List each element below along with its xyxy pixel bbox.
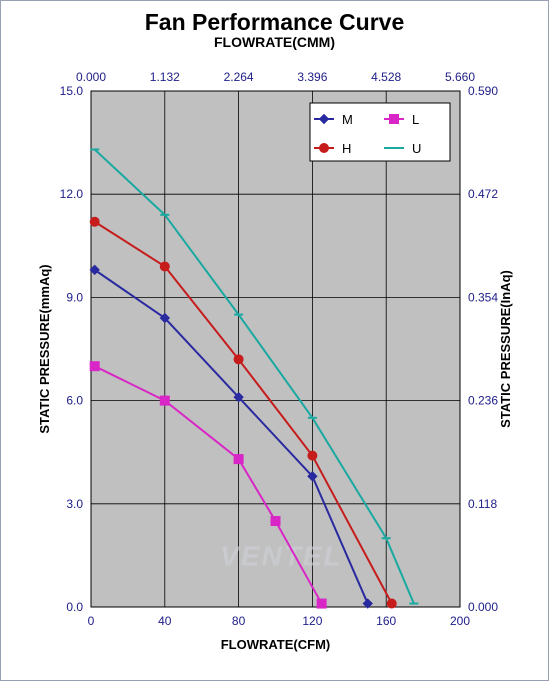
ytick-right: 0.590: [468, 84, 498, 98]
ytick-right: 0.118: [468, 497, 497, 511]
ytick-left: 15.0: [60, 84, 84, 98]
marker-square: [234, 455, 243, 464]
xtick-top: 2.264: [224, 70, 254, 84]
chart-svg: VENTEL040801201602000.0001.1322.2643.396…: [31, 61, 520, 662]
xtick-top: 3.396: [297, 70, 327, 84]
ytick-left: 0.0: [66, 600, 83, 614]
ytick-right: 0.354: [468, 290, 498, 304]
ytick-left: 9.0: [66, 290, 83, 304]
marker-square: [317, 599, 326, 608]
xtick-top: 1.132: [150, 70, 180, 84]
chart-area: VENTEL040801201602000.0001.1322.2643.396…: [31, 61, 518, 660]
xtick-bottom: 120: [302, 614, 322, 628]
title-area: Fan Performance Curve FLOWRATE(CMM): [1, 1, 548, 50]
legend-box: [310, 103, 450, 161]
y-right-label: STATIC PRESSURE(InAq): [498, 270, 513, 428]
marker-square: [390, 115, 399, 124]
ytick-right: 0.000: [468, 600, 498, 614]
xtick-top: 4.528: [371, 70, 401, 84]
ytick-right: 0.236: [468, 394, 498, 408]
y-left-label: STATIC PRESSURE(mmAq): [37, 264, 52, 433]
marker-circle: [234, 355, 243, 364]
legend-label: M: [342, 112, 353, 127]
plot-background: [91, 91, 460, 607]
legend-label: L: [412, 112, 419, 127]
marker-circle: [90, 217, 99, 226]
ytick-left: 3.0: [66, 497, 83, 511]
xtick-top: 5.660: [445, 70, 475, 84]
xtick-bottom: 40: [158, 614, 172, 628]
ytick-left: 6.0: [66, 394, 83, 408]
chart-frame: Fan Performance Curve FLOWRATE(CMM) VENT…: [0, 0, 549, 681]
legend-label: U: [412, 141, 421, 156]
watermark: VENTEL: [220, 541, 342, 572]
xtick-bottom: 160: [376, 614, 396, 628]
marker-square: [90, 362, 99, 371]
marker-circle: [387, 599, 396, 608]
x-bottom-label: FLOWRATE(CFM): [221, 637, 331, 652]
chart-subtitle: FLOWRATE(CMM): [1, 34, 548, 50]
marker-circle: [160, 262, 169, 271]
xtick-top: 0.000: [76, 70, 106, 84]
legend-label: H: [342, 141, 351, 156]
xtick-bottom: 200: [450, 614, 470, 628]
marker-square: [271, 517, 280, 526]
marker-square: [160, 396, 169, 405]
marker-circle: [320, 144, 329, 153]
marker-circle: [308, 451, 317, 460]
ytick-left: 12.0: [60, 187, 84, 201]
chart-title: Fan Performance Curve: [1, 9, 548, 36]
xtick-bottom: 80: [232, 614, 246, 628]
xtick-bottom: 0: [88, 614, 95, 628]
ytick-right: 0.472: [468, 187, 498, 201]
